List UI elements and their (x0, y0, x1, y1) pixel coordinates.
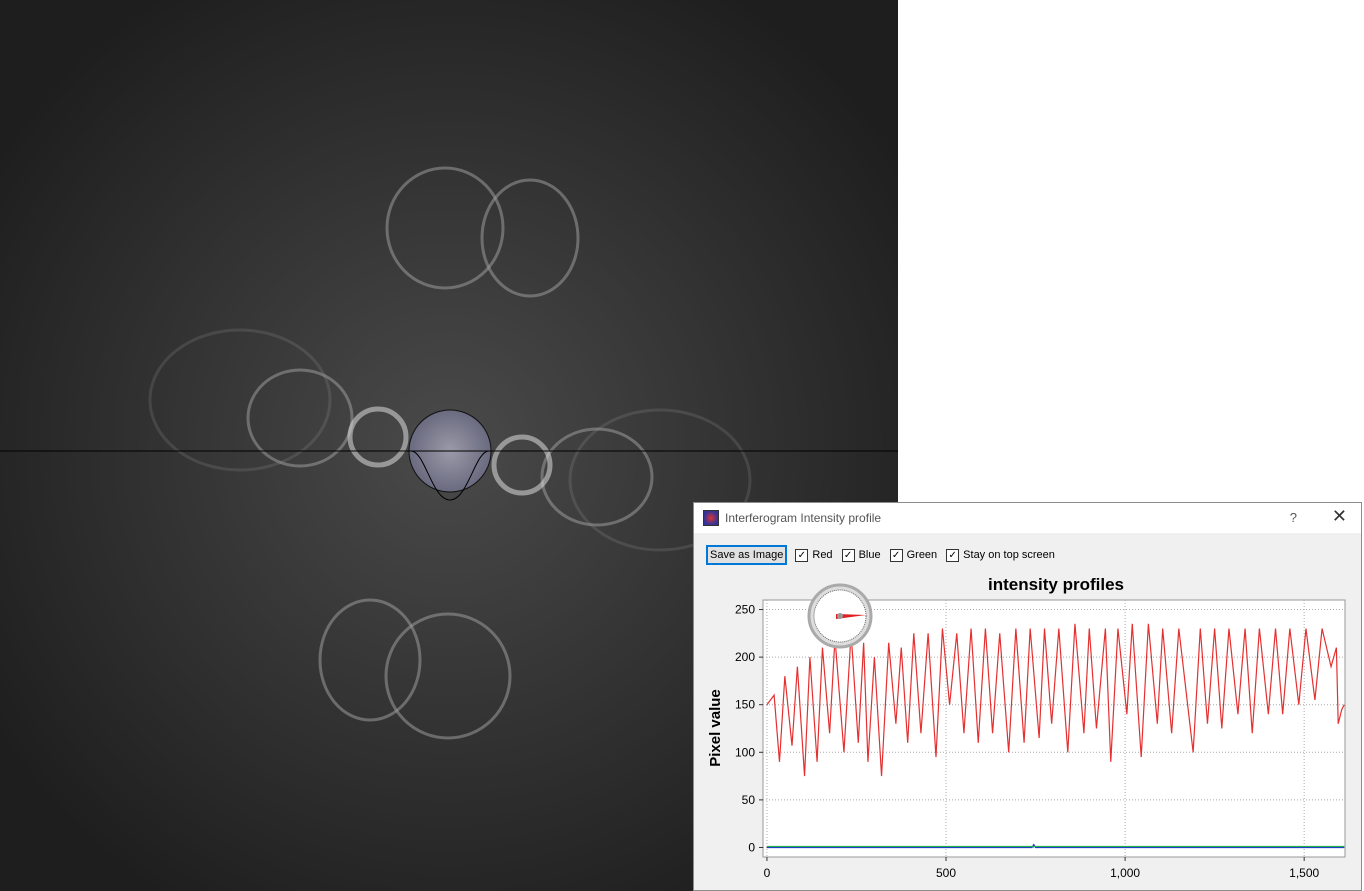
check-box[interactable]: ✓ (795, 548, 809, 562)
app-icon (703, 510, 719, 526)
toolbar: Save as Image ✓ Red ✓ Blue ✓ Green ✓ Stay on to… (706, 545, 1064, 565)
close-button[interactable]: ✕ (1331, 506, 1347, 526)
interferogram-image (0, 0, 898, 891)
window-title: Interferogram Intensity profile (725, 511, 882, 525)
checkbox-label: Red (812, 549, 833, 561)
checkbox-label: Green (906, 549, 938, 561)
checkbox[interactable]: ✓ Green (889, 548, 938, 562)
profile-dialog: Interferogram Intensity profile ? ✕ Save… (693, 502, 1362, 891)
check-box[interactable]: ✓ (946, 548, 960, 562)
check-box[interactable]: ✓ (841, 548, 855, 562)
help-button[interactable]: ? (1289, 510, 1297, 525)
save-button[interactable]: Save as Image (706, 545, 788, 565)
checkbox[interactable]: ✓ Stay on top screen (946, 548, 1055, 562)
checkbox[interactable]: ✓ Blue (841, 548, 881, 562)
checkbox-label: Blue (858, 549, 881, 561)
title-bar: Interferogram Intensity profile ? ✕ (694, 503, 1361, 533)
check-box[interactable]: ✓ (889, 548, 903, 562)
checkbox[interactable]: ✓ Red (795, 548, 833, 562)
checkbox-label: Stay on top screen (963, 549, 1055, 561)
